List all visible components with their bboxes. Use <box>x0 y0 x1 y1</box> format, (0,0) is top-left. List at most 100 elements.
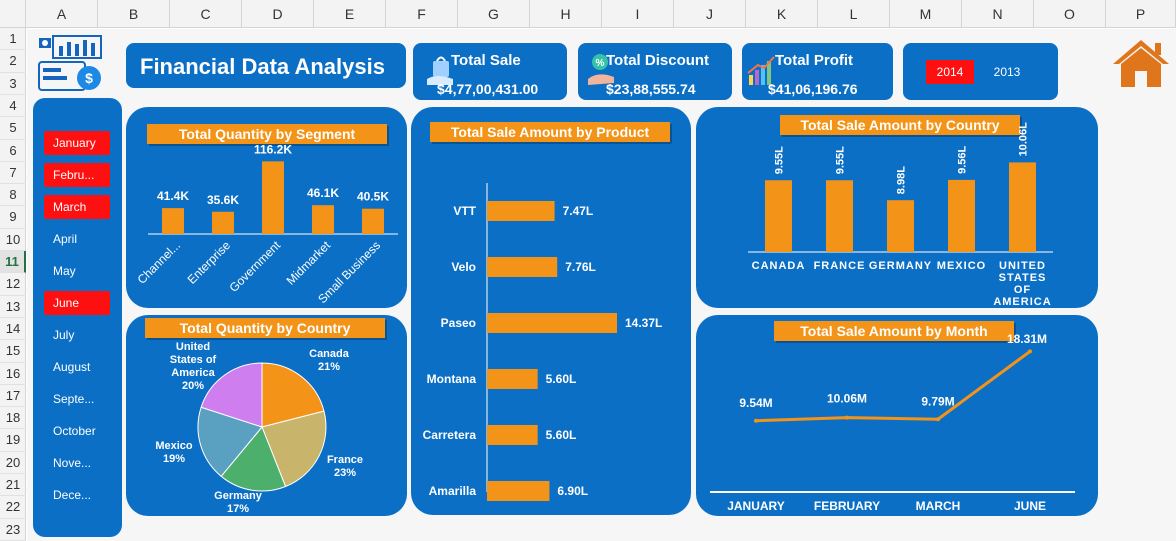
country-bar[interactable] <box>765 180 792 252</box>
country-data-label: 9.55L <box>774 146 786 174</box>
column-header-h[interactable]: H <box>530 0 602 28</box>
column-header-l[interactable]: L <box>818 0 890 28</box>
pie-data-label: 21% <box>318 361 340 373</box>
row-header-17[interactable]: 17 <box>0 385 26 408</box>
row-header-11[interactable]: 11 <box>0 251 26 274</box>
product-bar[interactable] <box>487 201 555 221</box>
column-header-e[interactable]: E <box>314 0 386 28</box>
segment-data-label: 40.5K <box>357 190 389 204</box>
column-header-p[interactable]: P <box>1106 0 1176 28</box>
country-tick-label: AMERICA <box>993 296 1051 308</box>
segment-chart-title: Total Quantity by Segment <box>147 124 387 144</box>
discount-hand-icon: % <box>586 53 616 87</box>
month-button-1[interactable]: January <box>44 131 110 155</box>
month-sale-line[interactable] <box>755 350 1031 423</box>
product-bar[interactable] <box>487 425 538 445</box>
month-tick-label: FEBRUARY <box>814 499 880 513</box>
month-button-11[interactable]: Nove... <box>53 456 92 470</box>
row-header-18[interactable]: 18 <box>0 407 26 430</box>
row-header-14[interactable]: 14 <box>0 318 26 341</box>
column-header-k[interactable]: K <box>746 0 818 28</box>
segment-bar[interactable] <box>212 211 234 234</box>
column-header-i[interactable]: I <box>602 0 674 28</box>
country-bar[interactable] <box>948 179 975 252</box>
row-header-3[interactable]: 3 <box>0 73 26 95</box>
month-button-9[interactable]: Septe... <box>53 392 95 406</box>
country-bar[interactable] <box>1009 162 1036 252</box>
month-button-7[interactable]: July <box>53 328 75 342</box>
country-bar[interactable] <box>826 180 853 252</box>
column-header-d[interactable]: D <box>242 0 314 28</box>
segment-bar[interactable] <box>162 208 184 234</box>
month-sale-point[interactable] <box>845 415 849 420</box>
row-header-23[interactable]: 23 <box>0 519 26 541</box>
month-button-10[interactable]: October <box>53 424 96 438</box>
country-sale-panel: Total Sale Amount by Country 9.55L CANADA… <box>696 107 1098 308</box>
pie-slice[interactable] <box>200 362 263 428</box>
row-header-2[interactable]: 2 <box>0 50 26 73</box>
worksheet-area: January Febru... March April May June July Augu… <box>27 29 1176 541</box>
kpi-total-discount-card[interactable]: % Total Discount $23,88,555.74 <box>578 43 732 100</box>
pie-slice[interactable] <box>261 410 327 488</box>
column-header-j[interactable]: J <box>674 0 746 28</box>
row-header-8[interactable]: 8 <box>0 184 26 207</box>
row-header-9[interactable]: 9 <box>0 206 26 229</box>
pie-slice[interactable] <box>197 406 263 478</box>
product-bar[interactable] <box>487 313 617 333</box>
product-bar[interactable] <box>487 257 558 277</box>
country-tick-label: STATES <box>999 272 1047 284</box>
kpi-total-sale-card[interactable]: Total Sale $4,77,00,431.00 <box>413 43 567 100</box>
row-header-6[interactable]: 6 <box>0 140 26 162</box>
segment-bar[interactable] <box>312 205 334 234</box>
month-button-5[interactable]: May <box>53 264 76 278</box>
row-header-12[interactable]: 12 <box>0 273 26 296</box>
product-tick-label: Velo <box>451 260 476 274</box>
select-all-corner[interactable] <box>0 0 26 28</box>
month-button-4[interactable]: April <box>53 232 78 246</box>
country-sale-title: Total Sale Amount by Country <box>780 115 1020 135</box>
country-bar[interactable] <box>887 200 914 252</box>
home-icon[interactable] <box>1111 37 1171 89</box>
segment-bar[interactable] <box>262 161 284 234</box>
segment-bar[interactable] <box>362 208 384 234</box>
row-header-15[interactable]: 15 <box>0 340 26 363</box>
column-header-c[interactable]: C <box>170 0 242 28</box>
row-header-19[interactable]: 19 <box>0 429 26 452</box>
row-header-5[interactable]: 5 <box>0 117 26 140</box>
row-header-22[interactable]: 22 <box>0 496 26 519</box>
year-button-2014[interactable]: 2014 <box>926 60 974 84</box>
month-button-2[interactable]: Febru... <box>44 163 110 187</box>
month-button-6[interactable]: June <box>44 291 110 315</box>
product-bar[interactable] <box>487 481 550 501</box>
year-button-2013[interactable]: 2013 <box>993 65 1021 79</box>
svg-text:%: % <box>596 58 605 69</box>
month-sale-point[interactable] <box>1028 349 1032 354</box>
pie-slice[interactable] <box>220 426 287 492</box>
pie-data-label: America <box>171 367 215 379</box>
kpi-total-profit-card[interactable]: Total Profit $41,06,196.76 <box>742 43 893 100</box>
column-header-o[interactable]: O <box>1034 0 1106 28</box>
product-data-label: 5.60L <box>546 428 577 442</box>
row-header-1[interactable]: 1 <box>0 28 26 51</box>
column-header-m[interactable]: M <box>890 0 962 28</box>
row-header-7[interactable]: 7 <box>0 162 26 185</box>
column-header-f[interactable]: F <box>386 0 458 28</box>
row-header-13[interactable]: 13 <box>0 296 26 318</box>
column-header-n[interactable]: N <box>962 0 1034 28</box>
month-button-12[interactable]: Dece... <box>53 488 92 502</box>
month-sale-point[interactable] <box>754 418 758 423</box>
column-header-b[interactable]: B <box>98 0 170 28</box>
row-header-20[interactable]: 20 <box>0 452 26 475</box>
row-header-16[interactable]: 16 <box>0 363 26 385</box>
row-header-10[interactable]: 10 <box>0 229 26 252</box>
product-bar[interactable] <box>487 369 538 389</box>
month-button-8[interactable]: August <box>53 360 91 374</box>
month-sale-line-chart: 9.54M JANUARY 10.06M FEBRUARY 9.79M MARCH 18.3… <box>710 332 1075 513</box>
month-button-3[interactable]: March <box>44 195 110 219</box>
row-header-4[interactable]: 4 <box>0 95 26 118</box>
column-header-a[interactable]: A <box>26 0 98 28</box>
month-sale-point[interactable] <box>936 417 940 422</box>
row-header-21[interactable]: 21 <box>0 474 26 497</box>
column-header-g[interactable]: G <box>458 0 530 28</box>
pie-slice[interactable] <box>261 362 325 428</box>
